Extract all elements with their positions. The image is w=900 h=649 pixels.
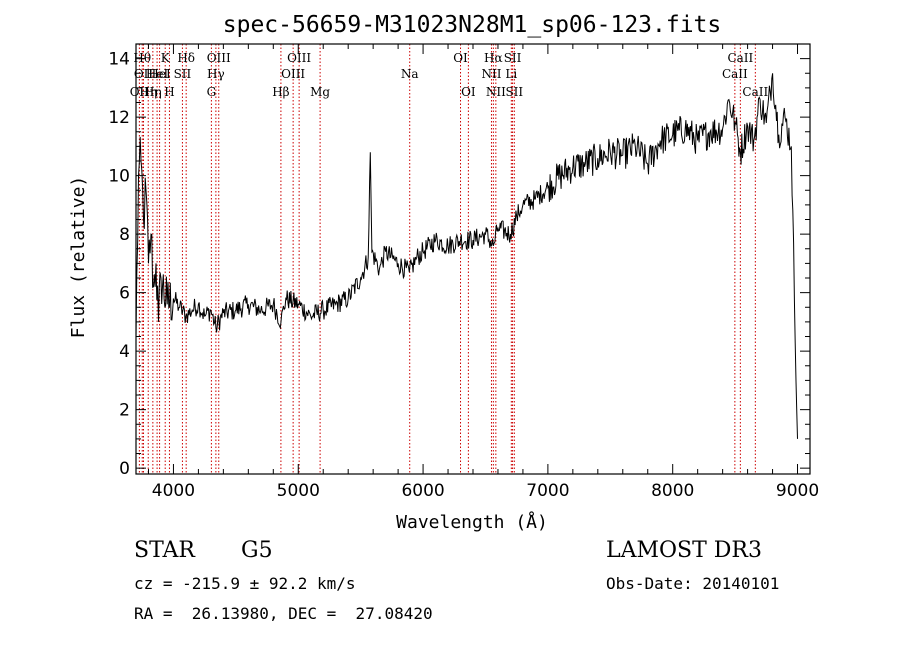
plot-frame: [135, 43, 811, 475]
spectrum-series: [135, 73, 798, 439]
line-label-8: H: [164, 85, 174, 99]
line-label-7: K: [161, 51, 171, 65]
line-label-19: OI: [453, 51, 468, 65]
axes: [135, 43, 811, 475]
y-tick-label-6: 6: [119, 284, 130, 304]
line-label-29: CaII: [742, 85, 768, 99]
line-label-22: Hα: [484, 51, 503, 65]
y-tick-label-10: 10: [108, 167, 130, 187]
survey-name: LAMOST DR3: [606, 538, 762, 563]
y-tick-label-4: 4: [119, 342, 130, 362]
line-label-25: SII: [504, 51, 522, 65]
y-tick-label-0: 0: [119, 459, 130, 479]
line-label-26: SII: [505, 85, 523, 99]
line-label-11: G: [207, 85, 217, 99]
line-label-20: OI: [461, 85, 476, 99]
line-label-23: NII: [486, 85, 506, 99]
line-label-1: Hθ: [133, 51, 151, 65]
line-label-9: SII: [174, 67, 192, 81]
y-tick-label-2: 2: [119, 401, 130, 421]
line-label-17: Mg: [310, 85, 330, 99]
y-tick-label-14: 14: [108, 50, 130, 70]
x-tick-label-6000: 6000: [401, 481, 444, 501]
tick-labels: 4000 5000 6000 7000 8000 9000 0 2 4 6 8 10 12 14: [108, 50, 819, 501]
emission-line-markers: [138, 44, 756, 474]
x-tick-label-8000: 8000: [651, 481, 694, 501]
line-label-6: HeI: [148, 67, 171, 81]
chart-title: spec-56659-M31023N28M1_sp06-123.fits: [223, 12, 722, 38]
line-label-0: OII: [130, 85, 150, 99]
line-label-3: Hη: [139, 85, 157, 99]
line-label-15: OIII: [281, 67, 305, 81]
line-label-14: Hβ: [272, 85, 289, 99]
object-subclass: G5: [241, 538, 273, 563]
y-axis-label: Flux (relative): [68, 176, 89, 339]
x-tick-label-9000: 9000: [776, 481, 819, 501]
object-class: STAR: [134, 538, 195, 563]
line-label-28: CaII: [727, 51, 753, 65]
y-tick-label-12: 12: [108, 108, 130, 128]
line-label-5: HeI: [146, 67, 169, 81]
line-label-13: OIII: [207, 51, 231, 65]
line-label-4: Hη: [144, 85, 162, 99]
line-label-21: NII: [481, 67, 501, 81]
x-tick-label-4000: 4000: [152, 481, 195, 501]
sky-coordinates: RA = 26.13980, DEC = 27.08420: [134, 604, 433, 623]
emission-line-labels: OIIHθOIIHηHηHeIHeIKHSIIHδGHγOIIIHβOIIIOI…: [130, 51, 769, 99]
x-tick-label-7000: 7000: [526, 481, 569, 501]
x-axis-label: Wavelength (Å): [396, 511, 548, 533]
line-label-24: Li: [505, 67, 517, 81]
spectrum-line-0: [135, 73, 798, 439]
x-tick-label-5000: 5000: [277, 481, 320, 501]
line-label-12: Hγ: [207, 67, 225, 81]
observation-date: Obs-Date: 20140101: [606, 574, 780, 593]
redshift-cz: cz = -215.9 ± 92.2 km/s: [134, 574, 356, 593]
line-label-16: OIII: [287, 51, 311, 65]
line-label-2: OII: [134, 67, 154, 81]
y-tick-label-8: 8: [119, 225, 130, 245]
line-label-27: CaII: [722, 67, 748, 81]
line-label-18: Na: [401, 67, 419, 81]
line-label-10: Hδ: [177, 51, 195, 65]
